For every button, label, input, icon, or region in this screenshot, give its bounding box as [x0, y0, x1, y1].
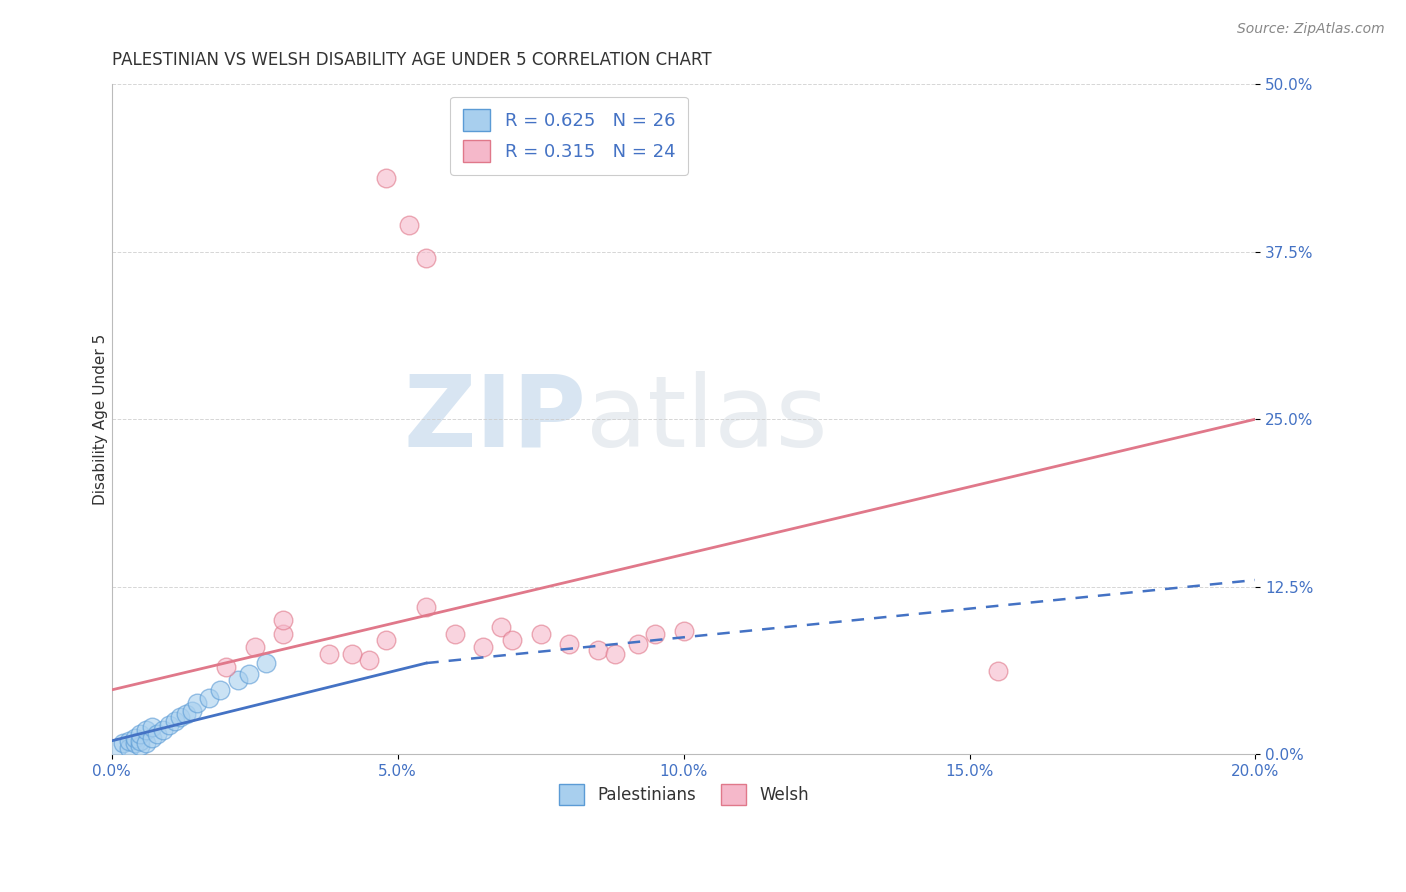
- Point: [163, 714, 186, 728]
- Point: [398, 218, 420, 232]
- Point: [558, 637, 581, 651]
- Text: PALESTINIAN VS WELSH DISABILITY AGE UNDER 5 CORRELATION CHART: PALESTINIAN VS WELSH DISABILITY AGE UNDE…: [111, 51, 711, 69]
- Text: atlas: atlas: [586, 371, 828, 467]
- Point: [198, 690, 221, 705]
- Point: [375, 633, 398, 648]
- Point: [987, 664, 1010, 678]
- Point: [180, 704, 202, 718]
- Point: [118, 740, 141, 755]
- Point: [672, 624, 695, 638]
- Point: [124, 731, 146, 745]
- Point: [603, 647, 626, 661]
- Point: [152, 723, 174, 737]
- Legend: Palestinians, Welsh: Palestinians, Welsh: [550, 776, 817, 813]
- Point: [141, 731, 163, 745]
- Point: [226, 673, 249, 688]
- Point: [129, 739, 152, 754]
- Point: [357, 653, 380, 667]
- Text: Source: ZipAtlas.com: Source: ZipAtlas.com: [1237, 22, 1385, 37]
- Point: [627, 637, 650, 651]
- Point: [271, 613, 294, 627]
- Point: [586, 642, 609, 657]
- Point: [271, 626, 294, 640]
- Point: [186, 696, 208, 710]
- Point: [415, 599, 437, 614]
- Point: [157, 717, 180, 731]
- Point: [530, 626, 553, 640]
- Point: [135, 737, 157, 751]
- Point: [174, 706, 197, 721]
- Y-axis label: Disability Age Under 5: Disability Age Under 5: [93, 334, 108, 505]
- Point: [318, 647, 340, 661]
- Point: [129, 734, 152, 748]
- Point: [118, 734, 141, 748]
- Point: [489, 620, 512, 634]
- Point: [472, 640, 495, 654]
- Point: [375, 170, 398, 185]
- Point: [443, 626, 465, 640]
- Point: [501, 633, 523, 648]
- Point: [129, 727, 152, 741]
- Point: [238, 666, 260, 681]
- Point: [243, 640, 266, 654]
- Point: [215, 660, 238, 674]
- Point: [141, 720, 163, 734]
- Point: [340, 647, 363, 661]
- Point: [644, 626, 666, 640]
- Point: [135, 723, 157, 737]
- Text: ZIP: ZIP: [404, 371, 586, 467]
- Point: [209, 682, 232, 697]
- Point: [146, 727, 169, 741]
- Point: [169, 709, 191, 723]
- Point: [107, 740, 129, 755]
- Point: [254, 656, 277, 670]
- Point: [124, 737, 146, 751]
- Point: [415, 252, 437, 266]
- Point: [112, 737, 135, 751]
